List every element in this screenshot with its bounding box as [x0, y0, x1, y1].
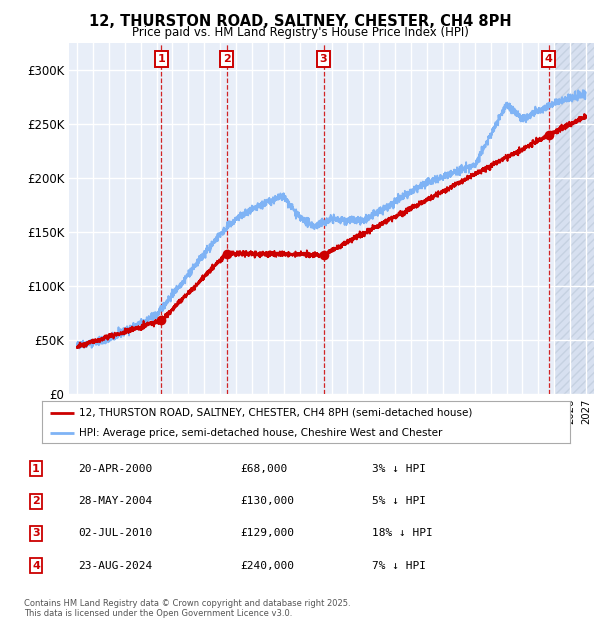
Text: £68,000: £68,000	[240, 464, 287, 474]
Text: 1: 1	[32, 464, 40, 474]
Text: HPI: Average price, semi-detached house, Cheshire West and Chester: HPI: Average price, semi-detached house,…	[79, 428, 442, 438]
Text: 4: 4	[32, 560, 40, 570]
Text: 28-MAY-2004: 28-MAY-2004	[78, 496, 152, 506]
Text: 18% ↓ HPI: 18% ↓ HPI	[372, 528, 433, 538]
Text: 3: 3	[32, 528, 40, 538]
Text: 20-APR-2000: 20-APR-2000	[78, 464, 152, 474]
Text: 12, THURSTON ROAD, SALTNEY, CHESTER, CH4 8PH (semi-detached house): 12, THURSTON ROAD, SALTNEY, CHESTER, CH4…	[79, 408, 472, 418]
Text: 5% ↓ HPI: 5% ↓ HPI	[372, 496, 426, 506]
Text: Contains HM Land Registry data © Crown copyright and database right 2025.
This d: Contains HM Land Registry data © Crown c…	[24, 599, 350, 618]
Text: Price paid vs. HM Land Registry's House Price Index (HPI): Price paid vs. HM Land Registry's House …	[131, 26, 469, 39]
Text: £240,000: £240,000	[240, 560, 294, 570]
Bar	[554, 43, 600, 394]
Text: £130,000: £130,000	[240, 496, 294, 506]
Text: 3: 3	[320, 54, 328, 64]
Text: 12, THURSTON ROAD, SALTNEY, CHESTER, CH4 8PH: 12, THURSTON ROAD, SALTNEY, CHESTER, CH4…	[89, 14, 511, 29]
Text: £129,000: £129,000	[240, 528, 294, 538]
Text: 1: 1	[157, 54, 165, 64]
Text: 2: 2	[223, 54, 230, 64]
Text: 7% ↓ HPI: 7% ↓ HPI	[372, 560, 426, 570]
Bar	[554, 43, 600, 394]
Text: 02-JUL-2010: 02-JUL-2010	[78, 528, 152, 538]
Text: 3% ↓ HPI: 3% ↓ HPI	[372, 464, 426, 474]
Text: 4: 4	[545, 54, 553, 64]
Text: 23-AUG-2024: 23-AUG-2024	[78, 560, 152, 570]
Text: 2: 2	[32, 496, 40, 506]
